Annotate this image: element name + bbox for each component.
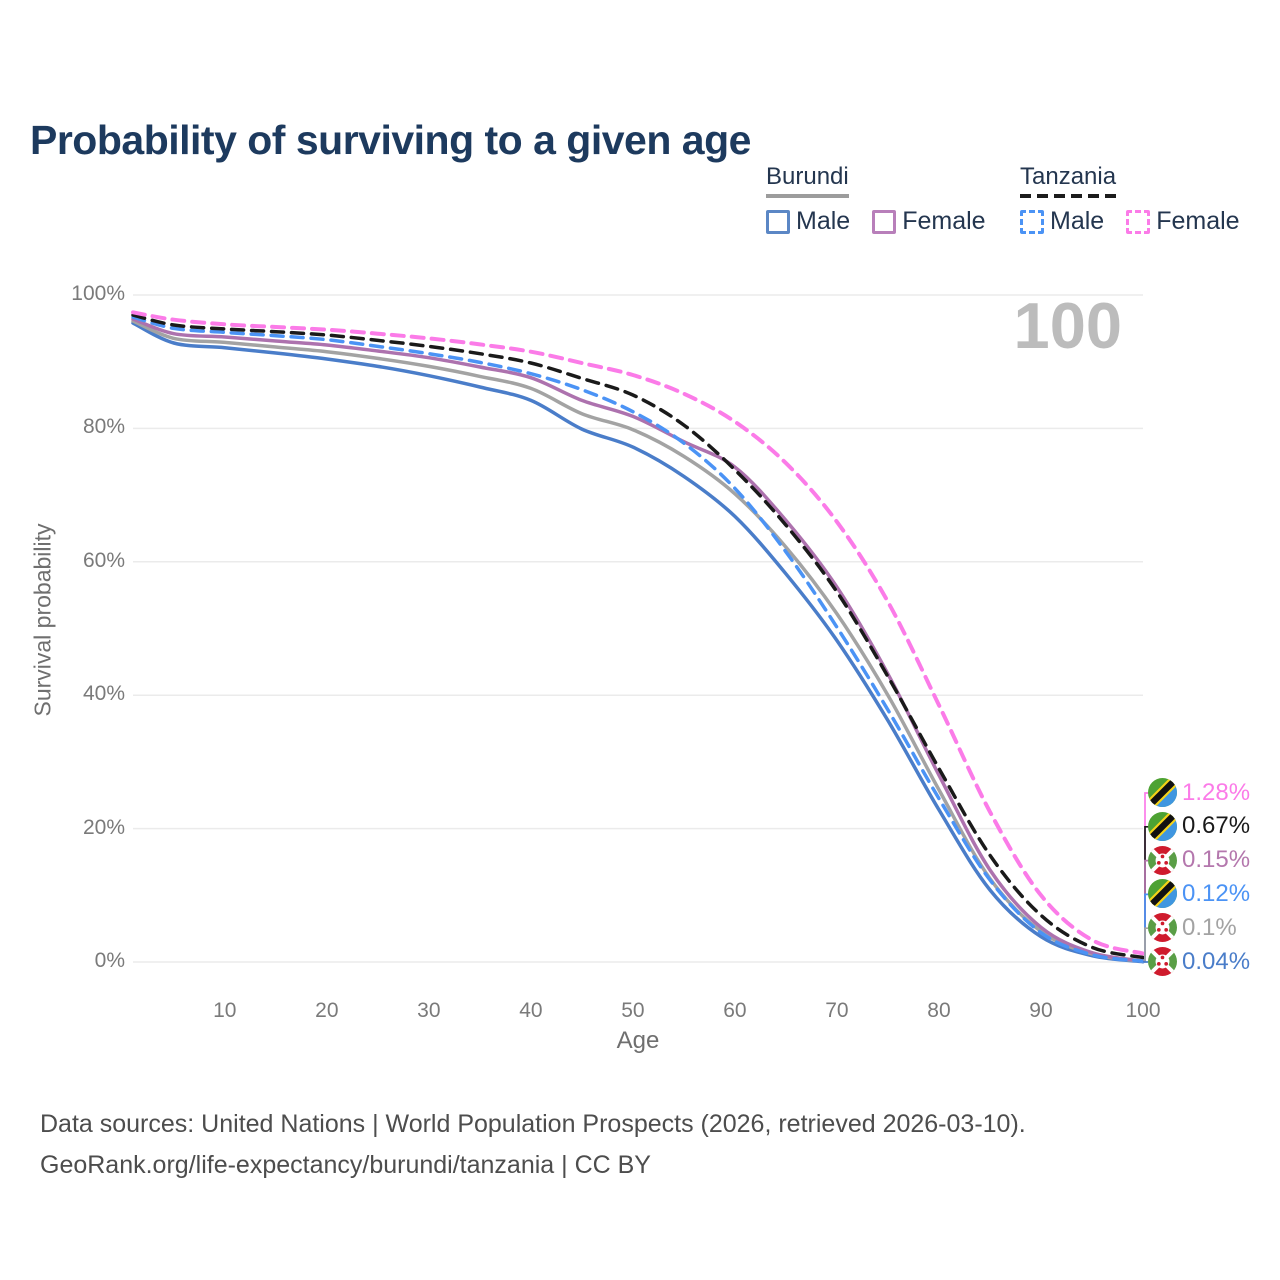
x-tick-label-90: 90	[1029, 999, 1053, 1022]
legend-label: Male	[796, 207, 851, 235]
footer: Data sources: United Nations | World Pop…	[40, 1104, 1026, 1185]
legend-group-tanzania[interactable]: Tanzania Male Female	[1020, 163, 1240, 236]
curve-tz-male[interactable]	[131, 315, 1145, 963]
legend-label: Female	[1156, 207, 1240, 235]
legend-item-burundi-male[interactable]: Male	[766, 207, 850, 236]
x-tick-label-70: 70	[825, 999, 849, 1022]
x-tick-label-60: 60	[723, 999, 747, 1022]
curve-bi-total[interactable]	[131, 319, 1145, 964]
curve-bi-female[interactable]	[131, 317, 1145, 963]
burundi-male-swatch-icon	[766, 209, 790, 234]
burundi-female-swatch-icon	[872, 209, 897, 234]
legend-item-tanzania-male[interactable]: Male	[1020, 207, 1104, 236]
x-axis-title: Age	[616, 1027, 660, 1054]
footer-attribution: GeoRank.org/life-expectancy/burundi/tanz…	[40, 1150, 651, 1179]
y-tick-label-80: 80%	[82, 415, 125, 439]
curve-tz-female[interactable]	[131, 310, 1145, 956]
legend-item-burundi-female[interactable]: Female	[872, 207, 986, 236]
curve-bi-male[interactable]	[131, 321, 1145, 964]
legend-group-burundi[interactable]: Burundi Male Female	[766, 163, 986, 236]
y-tick-label-0: 0%	[94, 949, 125, 972]
y-tick-label-20: 20%	[82, 815, 125, 839]
burundi-line-style-sample	[766, 194, 849, 198]
y-tick-label-100: 100%	[71, 282, 125, 305]
curve-tz-total[interactable]	[131, 313, 1145, 960]
legend-title-burundi-label: Burundi	[766, 163, 849, 190]
connector-bi-total	[1143, 927, 1152, 963]
x-tick-label-40: 40	[519, 999, 543, 1022]
x-tick-label-20: 20	[315, 999, 339, 1022]
legend-item-tanzania-female[interactable]: Female	[1126, 207, 1240, 236]
x-tick-label-80: 80	[927, 999, 951, 1022]
footer-data-sources: Data sources: United Nations | World Pop…	[40, 1110, 1026, 1138]
legend-label: Male	[1050, 207, 1105, 235]
legend-title-tanzania-label: Tanzania	[1020, 163, 1117, 190]
legend-title-tanzania[interactable]: Tanzania	[1020, 163, 1117, 198]
x-tick-label-50: 50	[621, 999, 645, 1022]
y-tick-label-60: 60%	[82, 548, 125, 572]
tanzania-male-swatch-icon	[1020, 209, 1044, 234]
page-title: Probability of surviving to a given age	[30, 117, 751, 164]
watermark-age-100: 100	[1013, 289, 1122, 362]
y-tick-label-40: 40%	[82, 682, 125, 706]
x-tick-label-100: 100	[1125, 999, 1161, 1022]
tanzania-female-swatch-icon	[1126, 209, 1151, 234]
x-tick-label-10: 10	[213, 999, 237, 1022]
legend-label: Female	[902, 207, 986, 235]
x-tick-label-30: 30	[417, 999, 441, 1022]
legend-title-burundi[interactable]: Burundi	[766, 163, 849, 198]
tanzania-line-style-sample	[1020, 194, 1117, 198]
gridlines	[133, 294, 1143, 963]
